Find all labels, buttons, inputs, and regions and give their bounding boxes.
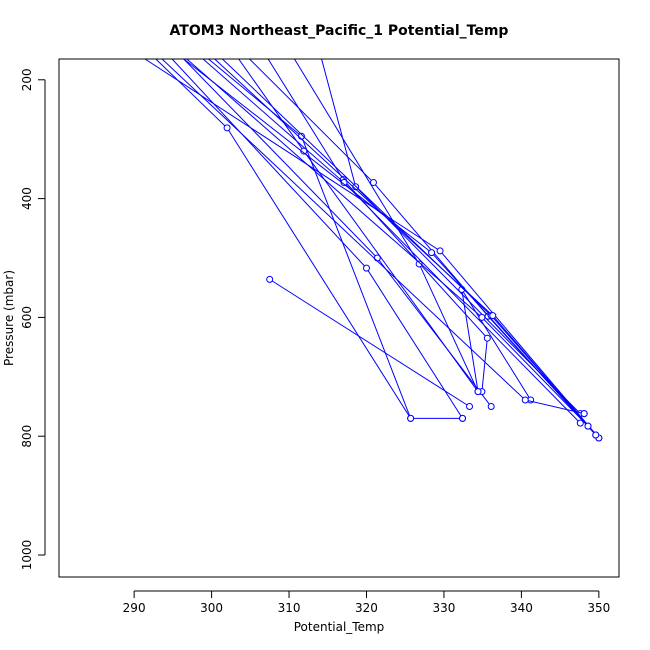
series-line [208,59,463,419]
x-tick-label: 310 [278,601,301,615]
series-11 [202,59,584,427]
x-tick-label: 330 [432,601,455,615]
data-point [521,396,529,404]
data-point [369,179,377,187]
data-point [576,419,584,427]
data-point [489,312,497,320]
data-point [466,403,474,411]
y-tick-label: 600 [20,306,34,329]
data-point [223,124,231,132]
data-point [474,388,482,396]
series-2 [266,275,474,411]
y-tick-label: 800 [20,425,34,448]
data-point [415,260,423,268]
y-tick-label: 400 [20,187,34,210]
x-tick-label: 290 [123,601,146,615]
x-tick-label: 340 [510,601,533,615]
x-axis-label: Potential_Temp [294,620,385,634]
data-point [483,334,491,342]
series-line [269,278,470,407]
data-point [580,410,588,418]
data-point [584,422,592,430]
x-tick-label: 350 [587,601,610,615]
y-axis-label: Pressure (mbar) [2,270,16,366]
y-tick-label: 200 [20,68,34,91]
x-tick-label: 300 [200,601,223,615]
y-tick-label: 1000 [20,540,34,571]
data-point [436,247,444,255]
series-16 [186,59,592,430]
data-point [266,275,274,283]
data-point [362,264,370,272]
x-tick-label: 320 [355,601,378,615]
chart-title: ATOM3 Northeast_Pacific_1 Potential_Temp [170,23,509,39]
data-point [478,313,486,321]
x-axis: 290 300 310 320 330 340 350 [123,590,610,615]
series-15 [214,59,600,439]
plot-area [144,59,603,442]
data-point [459,414,467,422]
data-point [592,431,600,439]
plot-frame [58,58,620,578]
data-point [407,414,415,422]
data-point [428,249,436,257]
data-point [487,403,495,411]
series-17 [161,59,588,418]
y-axis: 200 400 600 800 1000 [20,68,46,571]
